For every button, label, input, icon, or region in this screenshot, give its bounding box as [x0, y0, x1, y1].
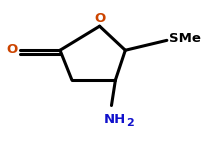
Text: SMe: SMe — [168, 32, 200, 45]
Text: O: O — [94, 12, 105, 25]
Text: 2: 2 — [126, 118, 133, 128]
Text: O: O — [6, 43, 18, 56]
Text: NH: NH — [103, 113, 125, 126]
